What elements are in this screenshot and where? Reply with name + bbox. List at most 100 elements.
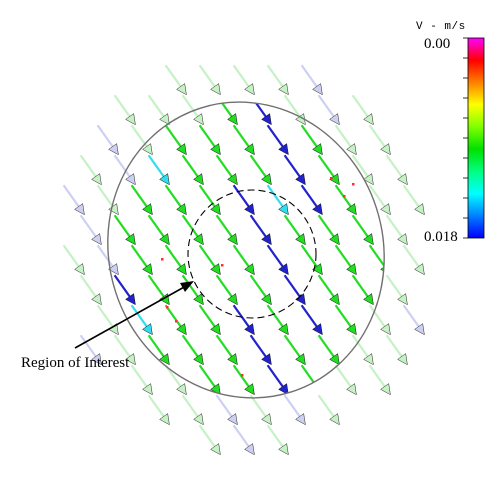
faded-velocity-vector: [385, 154, 408, 186]
faded-velocity-vector: [113, 334, 136, 366]
velocity-vector: [334, 304, 357, 336]
faded-velocity-vector: [351, 94, 374, 126]
velocity-vector: [113, 274, 136, 306]
faded-velocity-vector: [181, 394, 204, 426]
velocity-vector: [198, 124, 221, 156]
faded-velocity-vector: [351, 154, 374, 186]
faded-velocity-vector: [147, 394, 170, 426]
velocity-vector: [198, 244, 221, 276]
velocity-vector: [232, 184, 255, 216]
faded-velocity-vector: [113, 154, 136, 186]
colorbar-title: V - m/s: [416, 21, 466, 33]
velocity-vector: [164, 184, 187, 216]
domain-boundary: [107, 101, 385, 399]
velocity-vector: [249, 214, 272, 246]
region-of-interest-label: Region of Interest: [21, 355, 130, 371]
faded-velocity-vector: [317, 94, 340, 126]
faded-velocity-vector: [198, 424, 221, 456]
velocity-vector: [266, 124, 289, 156]
faded-velocity-vector: [368, 124, 391, 156]
colorbar-scale: [467, 37, 485, 239]
faded-velocity-vector: [96, 124, 119, 156]
faded-velocity-vector: [130, 364, 153, 396]
velocity-vector: [283, 334, 306, 366]
faded-velocity-vector: [232, 64, 255, 96]
velocity-vector: [232, 364, 255, 396]
low-velocity-marker: [241, 374, 244, 377]
faded-velocity-vector: [385, 334, 408, 366]
velocity-vector: [130, 244, 153, 276]
annotation-arrow: [74, 281, 194, 349]
velocity-vector: [300, 124, 323, 156]
faded-velocity-vector: [79, 274, 102, 306]
velocity-vector: [164, 304, 187, 336]
velocity-vector: [215, 274, 238, 306]
faded-velocity-vector: [249, 394, 272, 426]
velocity-vector: [215, 214, 238, 246]
velocity-vector: [181, 214, 204, 246]
low-velocity-marker: [161, 258, 164, 261]
faded-velocity-vector: [164, 364, 187, 396]
faded-velocity-vector: [300, 64, 323, 96]
faded-velocity-vector: [147, 94, 170, 126]
velocity-vector: [147, 214, 170, 246]
velocity-vector: [130, 304, 153, 336]
faded-velocity-vector: [317, 394, 340, 426]
velocity-vector: [232, 244, 255, 276]
faded-velocity-vector: [266, 64, 289, 96]
faded-velocity-vector: [368, 304, 391, 336]
faded-velocity-vector: [368, 364, 391, 396]
faded-velocity-vector: [402, 244, 425, 276]
velocity-vector: [215, 334, 238, 366]
velocity-vector: [334, 244, 357, 276]
velocity-vector: [283, 154, 306, 186]
velocity-vector: [198, 184, 221, 216]
velocity-vector: [232, 304, 255, 336]
velocity-vector: [266, 364, 289, 396]
faded-velocity-vector: [334, 124, 357, 156]
velocity-vector: [249, 274, 272, 306]
faded-velocity-vector: [198, 64, 221, 96]
velocity-vector: [130, 184, 153, 216]
faded-velocity-vector: [385, 274, 408, 306]
low-velocity-marker: [221, 264, 224, 267]
velocity-vector: [317, 214, 340, 246]
velocity-vector: [283, 214, 306, 246]
faded-velocity-vector: [232, 424, 255, 456]
faded-velocity-vector: [62, 244, 85, 276]
colorbar-ticks: [463, 37, 468, 239]
velocity-vector: [249, 94, 272, 126]
velocity-vector: [181, 154, 204, 186]
low-velocity-marker: [343, 195, 346, 198]
colorbar-max-label: 0.00: [424, 36, 451, 52]
low-velocity-marker: [175, 320, 178, 323]
velocity-vector: [300, 364, 323, 396]
faded-velocity-vector: [96, 184, 119, 216]
outside-vector-field: [62, 64, 425, 456]
velocity-vector: [249, 334, 272, 366]
faded-velocity-vector: [368, 184, 391, 216]
velocity-vector: [266, 184, 289, 216]
faded-velocity-vector: [79, 334, 102, 366]
velocity-vector: [249, 154, 272, 186]
faded-velocity-vector: [266, 424, 289, 456]
velocity-vector: [334, 184, 357, 216]
velocity-vector: [181, 274, 204, 306]
velocity-vector: [147, 154, 170, 186]
velocity-vector: [164, 124, 187, 156]
faded-velocity-vector: [181, 94, 204, 126]
faded-velocity-vector: [283, 394, 306, 426]
faded-velocity-vector: [283, 94, 306, 126]
velocity-vector: [351, 274, 374, 306]
colorbar-min-label: 0.018: [424, 229, 458, 245]
inside-vector-field: [113, 94, 391, 396]
velocity-vector: [300, 184, 323, 216]
faded-velocity-vector: [351, 334, 374, 366]
faded-velocity-vector: [402, 184, 425, 216]
velocity-vector: [300, 244, 323, 276]
velocity-vector: [368, 244, 391, 276]
velocity-vector: [300, 304, 323, 336]
low-velocity-marker: [352, 183, 355, 186]
velocity-vector: [351, 214, 374, 246]
velocity-vector: [266, 244, 289, 276]
